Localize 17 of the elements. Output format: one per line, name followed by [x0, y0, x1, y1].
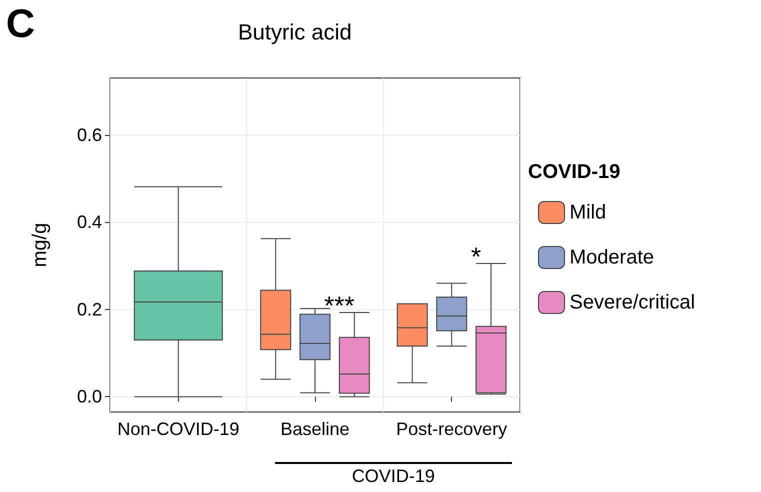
x-tick-label: Non-COVID-19	[117, 419, 240, 439]
legend-title: COVID-19	[528, 161, 620, 183]
chart-title: Butyric acid	[238, 20, 352, 44]
x-tick-label: Baseline	[280, 419, 350, 439]
x-tick-label: Post-recovery	[396, 419, 508, 439]
legend-label: Mild	[570, 202, 606, 224]
y-tick-label: 0.6	[76, 124, 102, 145]
y-tick-label: 0.0	[76, 386, 102, 407]
legend-label: Moderate	[570, 246, 654, 268]
y-axis-title: mg/g	[29, 222, 51, 268]
y-tick-label: 0.4	[76, 212, 102, 232]
annotation: *	[470, 242, 482, 272]
text: C	[6, 2, 35, 46]
annotation: ***	[324, 290, 355, 320]
legend-label: Severe/critical	[570, 292, 696, 314]
y-tick-label: 0.2	[76, 299, 102, 320]
text: COVID-19	[352, 466, 435, 487]
